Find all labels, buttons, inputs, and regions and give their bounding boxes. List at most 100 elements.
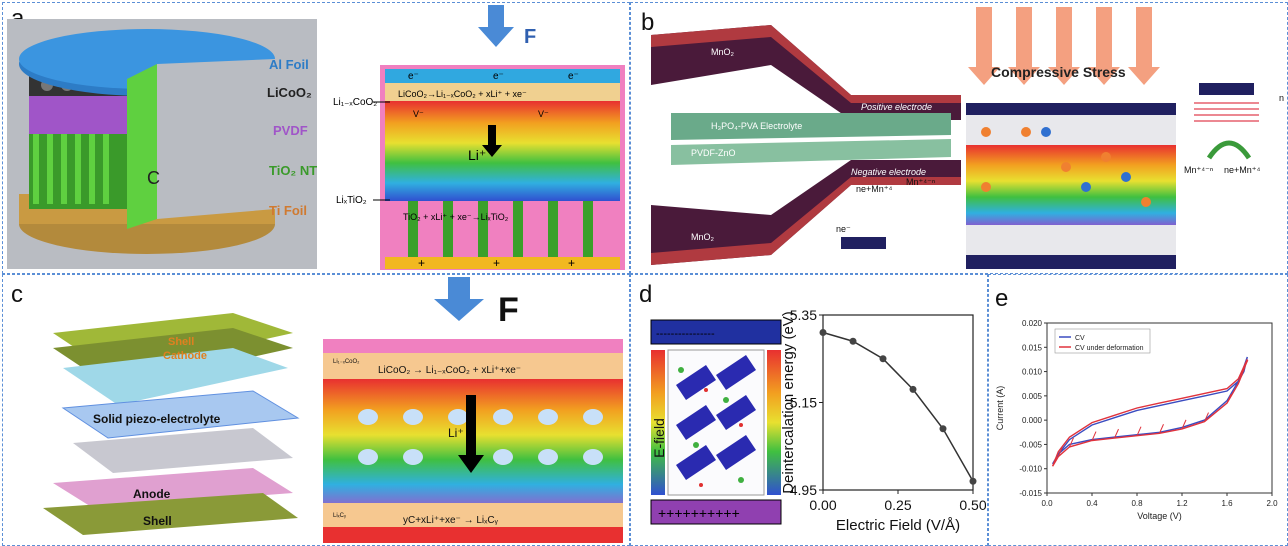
chart-e-xtick-label: 0.8 bbox=[1131, 499, 1143, 508]
chart-e-xlabel: Voltage (V) bbox=[1137, 511, 1182, 521]
panel-b-positive: Positive electrode bbox=[861, 102, 932, 112]
chart-d: 4.95 5.15 5.35 0.00 0.25 0.50 Electric Field (… bbox=[781, 307, 986, 534]
panel-a-vacancy-1: V⁻ bbox=[413, 109, 424, 119]
chart-e-ytick-label: 0.020 bbox=[1022, 319, 1043, 328]
chart-e-frame bbox=[1046, 322, 1273, 494]
chart-e-spike bbox=[1069, 437, 1074, 448]
panel-c-cathode: Cathode bbox=[163, 350, 207, 362]
panel-b-left-reaction-a: ne+Mn⁺⁴ bbox=[856, 184, 893, 194]
chart-e-ytick-label: 0.010 bbox=[1022, 368, 1043, 377]
panel-b-device-illustration: MnO₂ MnO₂ Positive electrode Negative el… bbox=[651, 25, 961, 265]
panel-b: b MnO₂ MnO₂ Positive electrode Negative … bbox=[630, 2, 1288, 274]
panel-a-layer-licoo2: LiCoO₂ bbox=[267, 85, 312, 100]
panel-b-electrolyte: H₃PO₄-PVA Electrolyte bbox=[711, 121, 802, 131]
panel-d-structure: ---------------- ++++++++++ bbox=[650, 319, 782, 525]
panel-c-shell-top: Shell bbox=[168, 336, 194, 348]
chart-e-spike bbox=[1136, 426, 1142, 436]
chart-d-point bbox=[879, 355, 887, 363]
chart-e-ytick-label: -0.015 bbox=[1019, 489, 1042, 498]
panel-b-mno2-bottom: MnO₂ bbox=[691, 232, 715, 242]
panel-c-mechanism: F Li₁₋ₓCoO₂ LiCoO₂ → Li₁₋ₓCoO₂ + xLi⁺+xe… bbox=[323, 277, 623, 543]
panel-d: d ---------------- ++++++++++ E-field 4.… bbox=[630, 274, 988, 546]
panel-a-layer-pvdf: PVDF bbox=[273, 123, 308, 138]
chart-e-spike bbox=[1237, 374, 1243, 384]
panel-c-bottom-small: LiₓCᵧ bbox=[333, 513, 346, 519]
panel-b-n: n bbox=[1279, 93, 1284, 103]
panel-b-left-reaction-b: Mn⁺⁴⁻ⁿ bbox=[906, 177, 935, 187]
chart-e-xtick-label: 1.6 bbox=[1221, 499, 1233, 508]
panel-a-top-layer: Li₁₋ₓCoO₂ bbox=[333, 97, 377, 108]
chart-e-ytick-label: -0.005 bbox=[1019, 440, 1042, 449]
panel-c-ion: Li⁺ bbox=[448, 426, 464, 440]
chart-d-xlabel: Electric Field (V/Å) bbox=[836, 517, 960, 534]
panel-b-ne: ne⁻ bbox=[836, 224, 851, 234]
chart-e-ylabel: Current (A) bbox=[995, 386, 1005, 431]
chart-e-spike bbox=[1243, 359, 1249, 370]
chart-d-point bbox=[909, 385, 917, 393]
chart-d-xtick-label: 0.00 bbox=[809, 497, 836, 513]
panel-a-layer-tio2: TiO₂ NT bbox=[269, 163, 317, 178]
chart-e-ytick-label: 0.000 bbox=[1022, 416, 1043, 425]
chart-d-point bbox=[939, 425, 947, 433]
panel-a-layer-ti: Ti Foil bbox=[269, 203, 307, 218]
chart-d-ytick-label: 5.15 bbox=[790, 395, 817, 411]
panel-a-electron-3: e⁻ bbox=[568, 71, 579, 82]
panel-c-top-small: Li₁₋ₓCoO₂ bbox=[333, 359, 360, 365]
panel-c-top-reaction: LiCoO₂ → Li₁₋ₓCoO₂ + xLi⁺+xe⁻ bbox=[378, 365, 521, 376]
panel-c-electrolyte: Solid piezo-electrolyte bbox=[93, 412, 221, 426]
chart-d-ytick-label: 5.35 bbox=[790, 307, 817, 323]
panel-b-mechanism: Compressive Stress ne+Mn⁺⁴ Mn⁺⁴⁻ⁿ ne⁻ bbox=[836, 7, 1176, 269]
panel-d-minus-row: ---------------- bbox=[656, 328, 715, 340]
chart-d-ylabel: Deintercalation energy (eV) bbox=[781, 311, 797, 494]
chart-d-xtick-label: 0.25 bbox=[884, 497, 911, 513]
chart-d-point bbox=[849, 337, 857, 345]
chart-e-spike bbox=[1057, 447, 1063, 457]
panel-a-plus-3: + bbox=[568, 256, 575, 270]
panel-a-bottom-reaction: TiO₂ + xLi⁺ + xe⁻→LiₓTiO₂ bbox=[403, 212, 509, 222]
panel-b-right-inset: Mn⁺⁴⁻ⁿ ne+Mn⁺⁴ n bbox=[1184, 83, 1284, 175]
panel-b-label: b bbox=[641, 9, 655, 36]
panel-c-bottom-reaction: yC+xLi⁺+xe⁻ → LiₓCᵧ bbox=[403, 515, 499, 526]
chart-d-frame bbox=[822, 314, 974, 491]
panel-a-top-reaction: LiCoO₂→Li₁₋ₓCoO₂ + xLi⁺ + xe⁻ bbox=[398, 89, 527, 99]
panel-b-negative: Negative electrode bbox=[851, 167, 926, 177]
chart-e-spike bbox=[1181, 419, 1187, 430]
chart-d-point bbox=[969, 477, 977, 485]
chart-e-series-1 bbox=[1051, 359, 1248, 467]
chart-e-spike bbox=[1114, 428, 1119, 439]
panel-a-vacancy-2: V⁻ bbox=[538, 109, 549, 119]
panel-c-anode: Anode bbox=[133, 487, 171, 501]
panel-c-force: F bbox=[498, 291, 519, 329]
panel-a-plus-1: + bbox=[418, 256, 425, 270]
panel-c-label: c bbox=[11, 281, 23, 308]
chart-e-legend-label: CV bbox=[1075, 335, 1085, 342]
panel-a-bottom-layer: LiₓTiO₂ bbox=[336, 195, 367, 206]
panel-a-c-label: C bbox=[147, 168, 160, 188]
panel-a-plus-2: + bbox=[493, 256, 500, 270]
panel-a-force: F bbox=[524, 26, 536, 48]
panel-a-layer-al: Al Foil bbox=[269, 57, 309, 72]
chart-e-xtick-label: 0.0 bbox=[1041, 499, 1053, 508]
chart-e-xtick-label: 0.4 bbox=[1086, 499, 1098, 508]
panel-b-separator: PVDF-ZnO bbox=[691, 148, 736, 158]
chart-e-spike bbox=[1159, 424, 1164, 434]
chart-e-spike bbox=[1226, 393, 1232, 404]
chart-e-legend-box bbox=[1054, 328, 1151, 354]
chart-e-ytick-label: -0.010 bbox=[1019, 465, 1042, 474]
chart-d-ytick-label: 4.95 bbox=[790, 482, 817, 498]
panel-a: a C Al Foil L bbox=[2, 2, 630, 274]
panel-d-efield-label: E-field bbox=[651, 418, 667, 458]
panel-a-electron-1: e⁻ bbox=[408, 71, 419, 82]
panel-d-plus-row: ++++++++++ bbox=[658, 505, 740, 521]
panel-a-electron-2: e⁻ bbox=[493, 71, 504, 82]
panel-c-stack-illustration: Shell Cathode Solid piezo-electrolyte An… bbox=[43, 313, 300, 535]
chart-e-spike bbox=[1204, 412, 1209, 422]
chart-e-ytick-label: 0.005 bbox=[1022, 392, 1043, 401]
panel-b-stress: Compressive Stress bbox=[991, 64, 1126, 80]
panel-e-label: e bbox=[995, 285, 1009, 312]
chart-e-xtick-label: 2.0 bbox=[1266, 499, 1278, 508]
chart-d-point bbox=[819, 329, 827, 336]
chart-d-series-line bbox=[822, 331, 974, 482]
chart-e-spike bbox=[1091, 431, 1097, 441]
panel-a-battery-illustration: C Al Foil LiCoO₂ PVDF TiO₂ NT Ti Foil bbox=[7, 19, 317, 269]
